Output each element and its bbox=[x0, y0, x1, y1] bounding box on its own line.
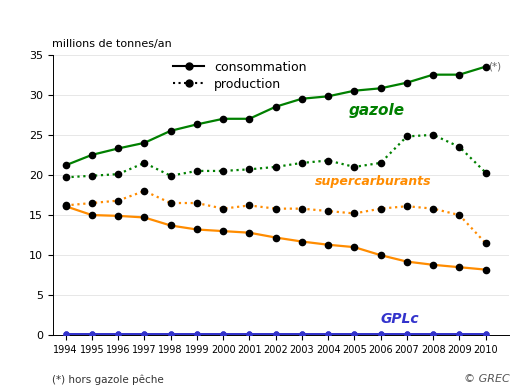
Text: gazole: gazole bbox=[349, 103, 405, 118]
Text: millions de tonnes/an: millions de tonnes/an bbox=[52, 39, 172, 49]
Legend: consommation, production: consommation, production bbox=[173, 61, 307, 90]
Text: © GREC: © GREC bbox=[464, 374, 509, 385]
Text: (*): (*) bbox=[488, 61, 501, 71]
Text: (*) hors gazole pêche: (*) hors gazole pêche bbox=[52, 374, 164, 385]
Text: GPLc: GPLc bbox=[381, 312, 419, 326]
Text: supercarburants: supercarburants bbox=[315, 175, 432, 188]
